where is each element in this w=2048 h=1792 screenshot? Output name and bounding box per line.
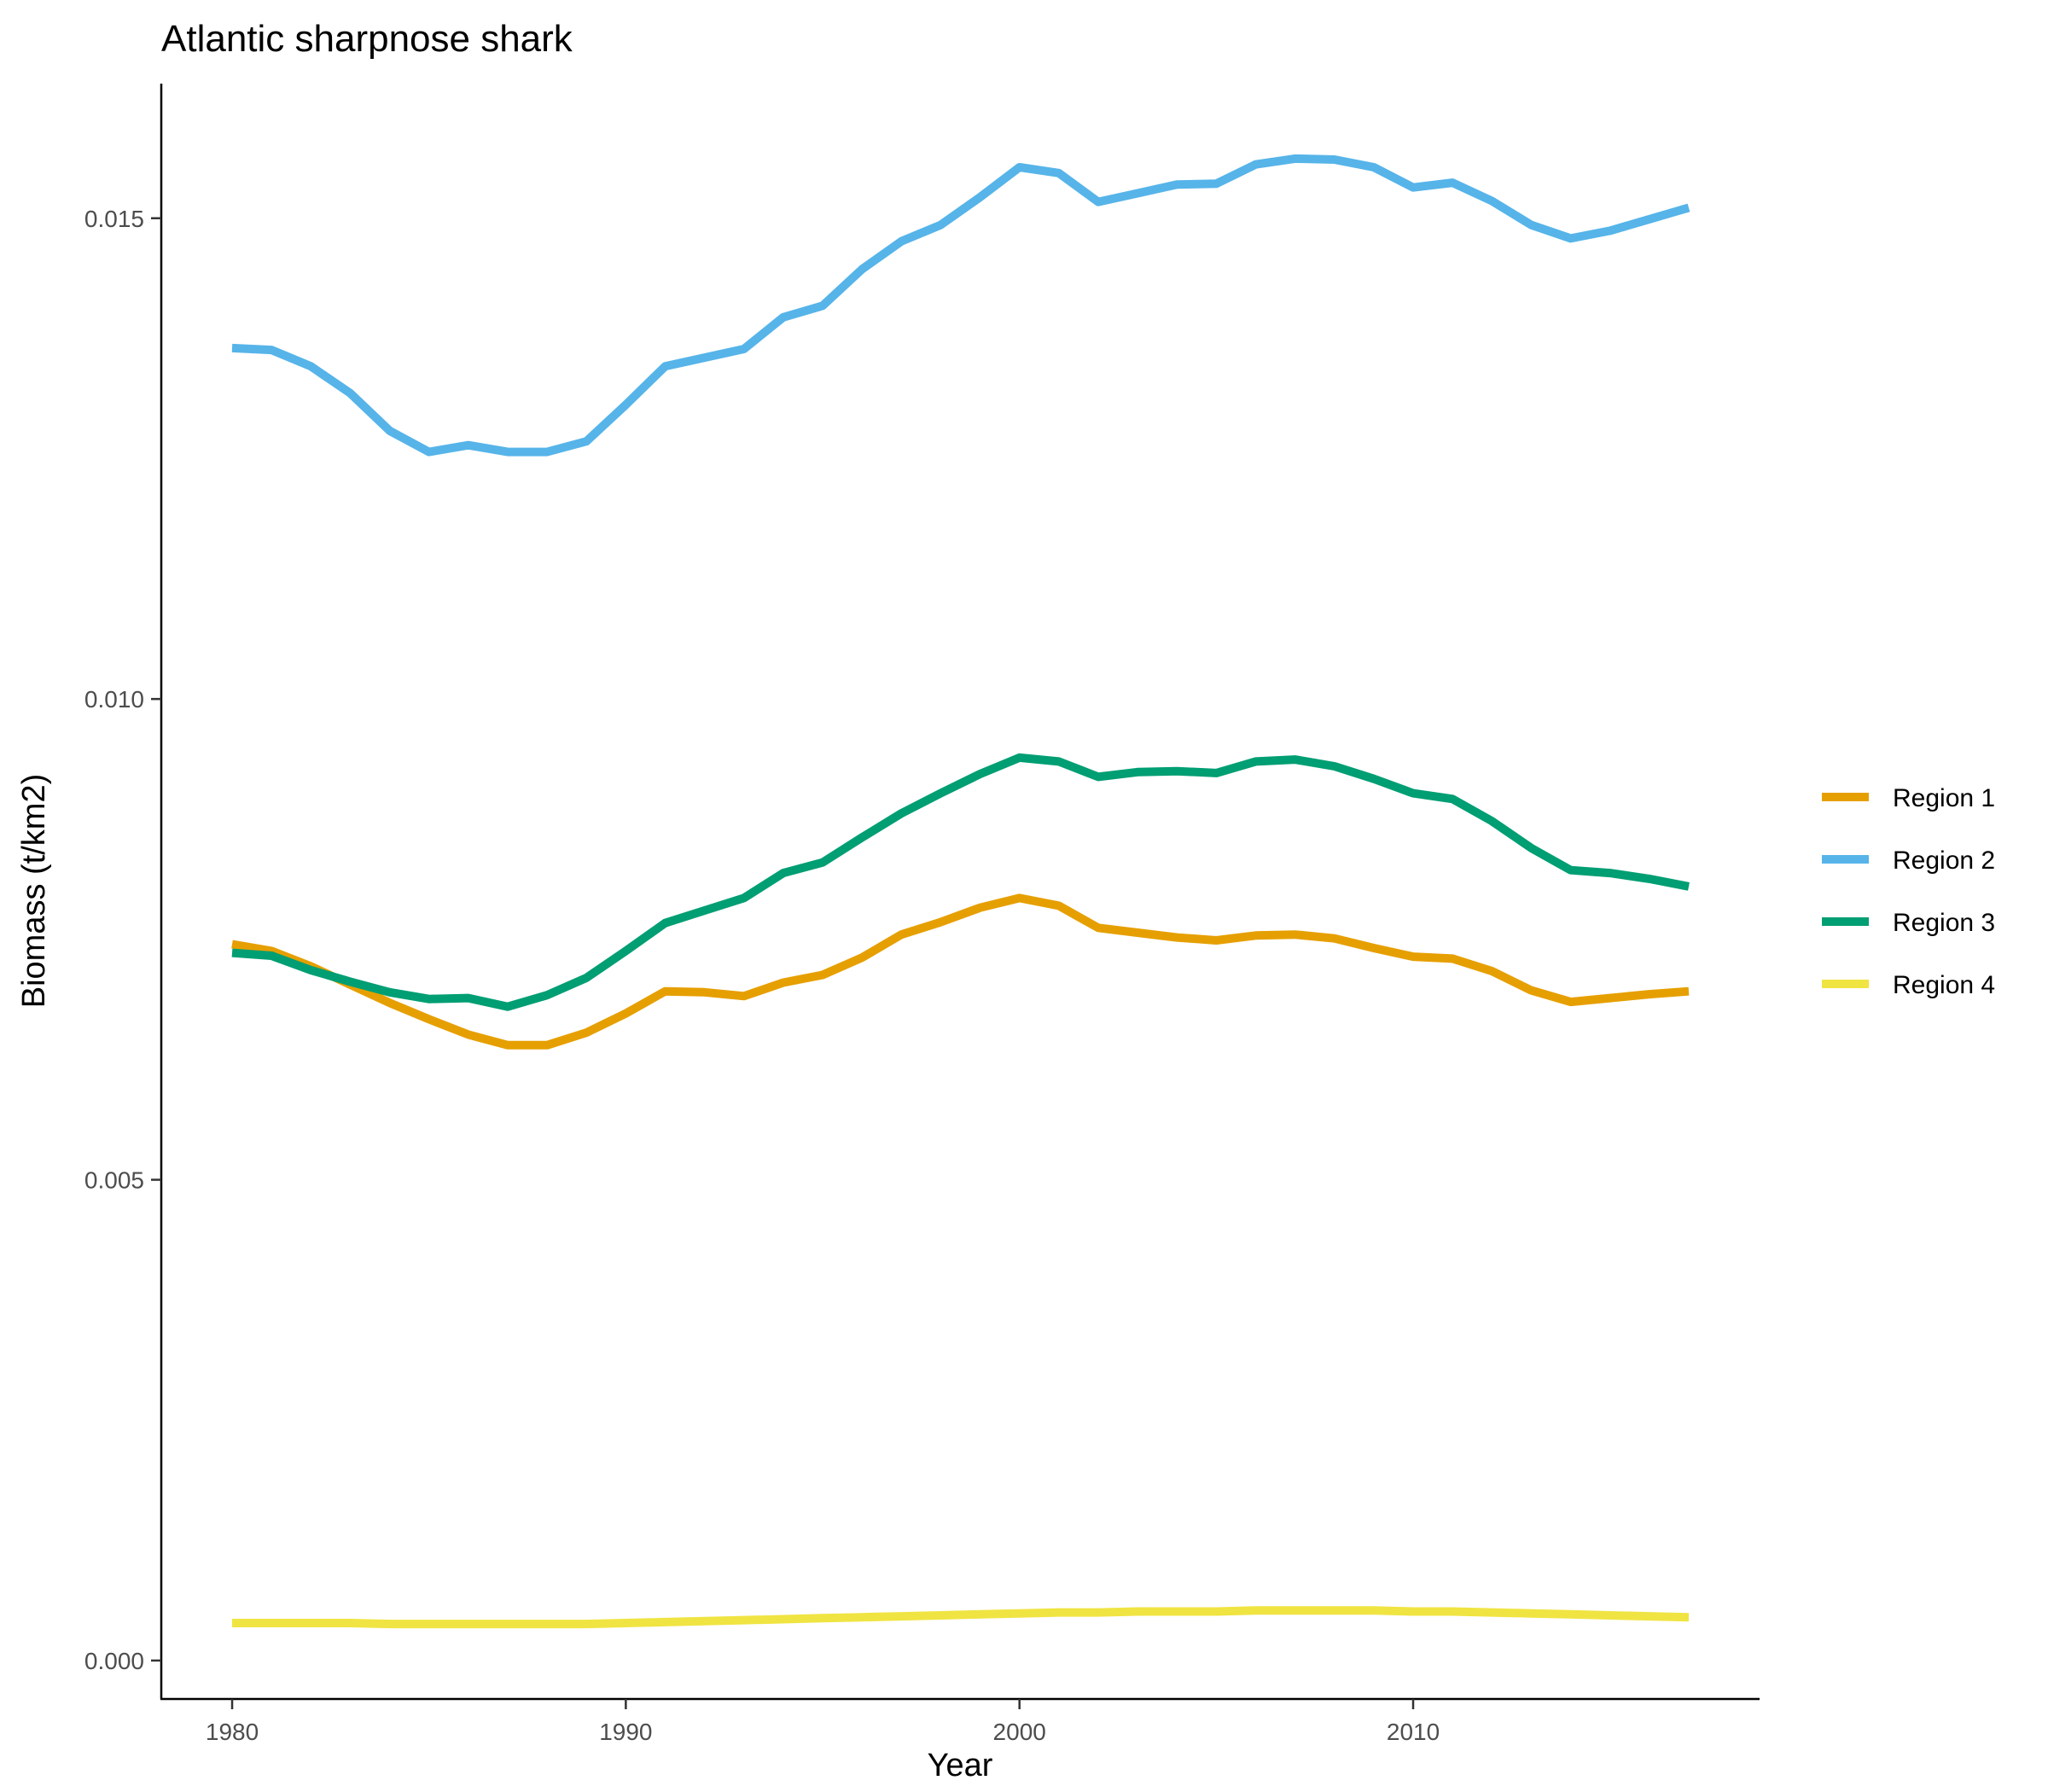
legend-label-1: Region 1 [1893,784,1995,812]
x-axis-title: Year [928,1748,993,1783]
x-tick-label: 2000 [993,1719,1046,1745]
series-line-4 [232,1606,1690,1629]
y-tick-label: 0.000 [84,1648,144,1674]
legend: Region 1 Region 2 Region 3 Region 4 [1822,784,1995,999]
series-layer [231,154,1690,1629]
legend-label-3: Region 3 [1893,909,1995,937]
y-axis-ticks: 0.000 0.005 0.010 0.015 [84,206,161,1674]
series-line-2 [231,154,1690,457]
legend-label-4: Region 4 [1893,971,1995,999]
y-tick-label: 0.010 [84,686,144,713]
chart-title: Atlantic sharpnose shark [161,18,573,60]
y-tick-label: 0.005 [84,1167,144,1194]
series-line-3 [231,753,1690,1011]
series-line-1 [231,893,1690,1050]
y-tick-label: 0.015 [84,206,144,232]
x-tick-label: 1990 [599,1719,652,1745]
legend-label-2: Region 2 [1893,847,1995,875]
x-tick-label: 1980 [206,1719,259,1745]
x-tick-label: 2010 [1387,1719,1440,1745]
x-axis-ticks: 1980 1990 2000 2010 [206,1699,1440,1745]
y-axis-title: Biomass (t/km2) [16,774,52,1008]
